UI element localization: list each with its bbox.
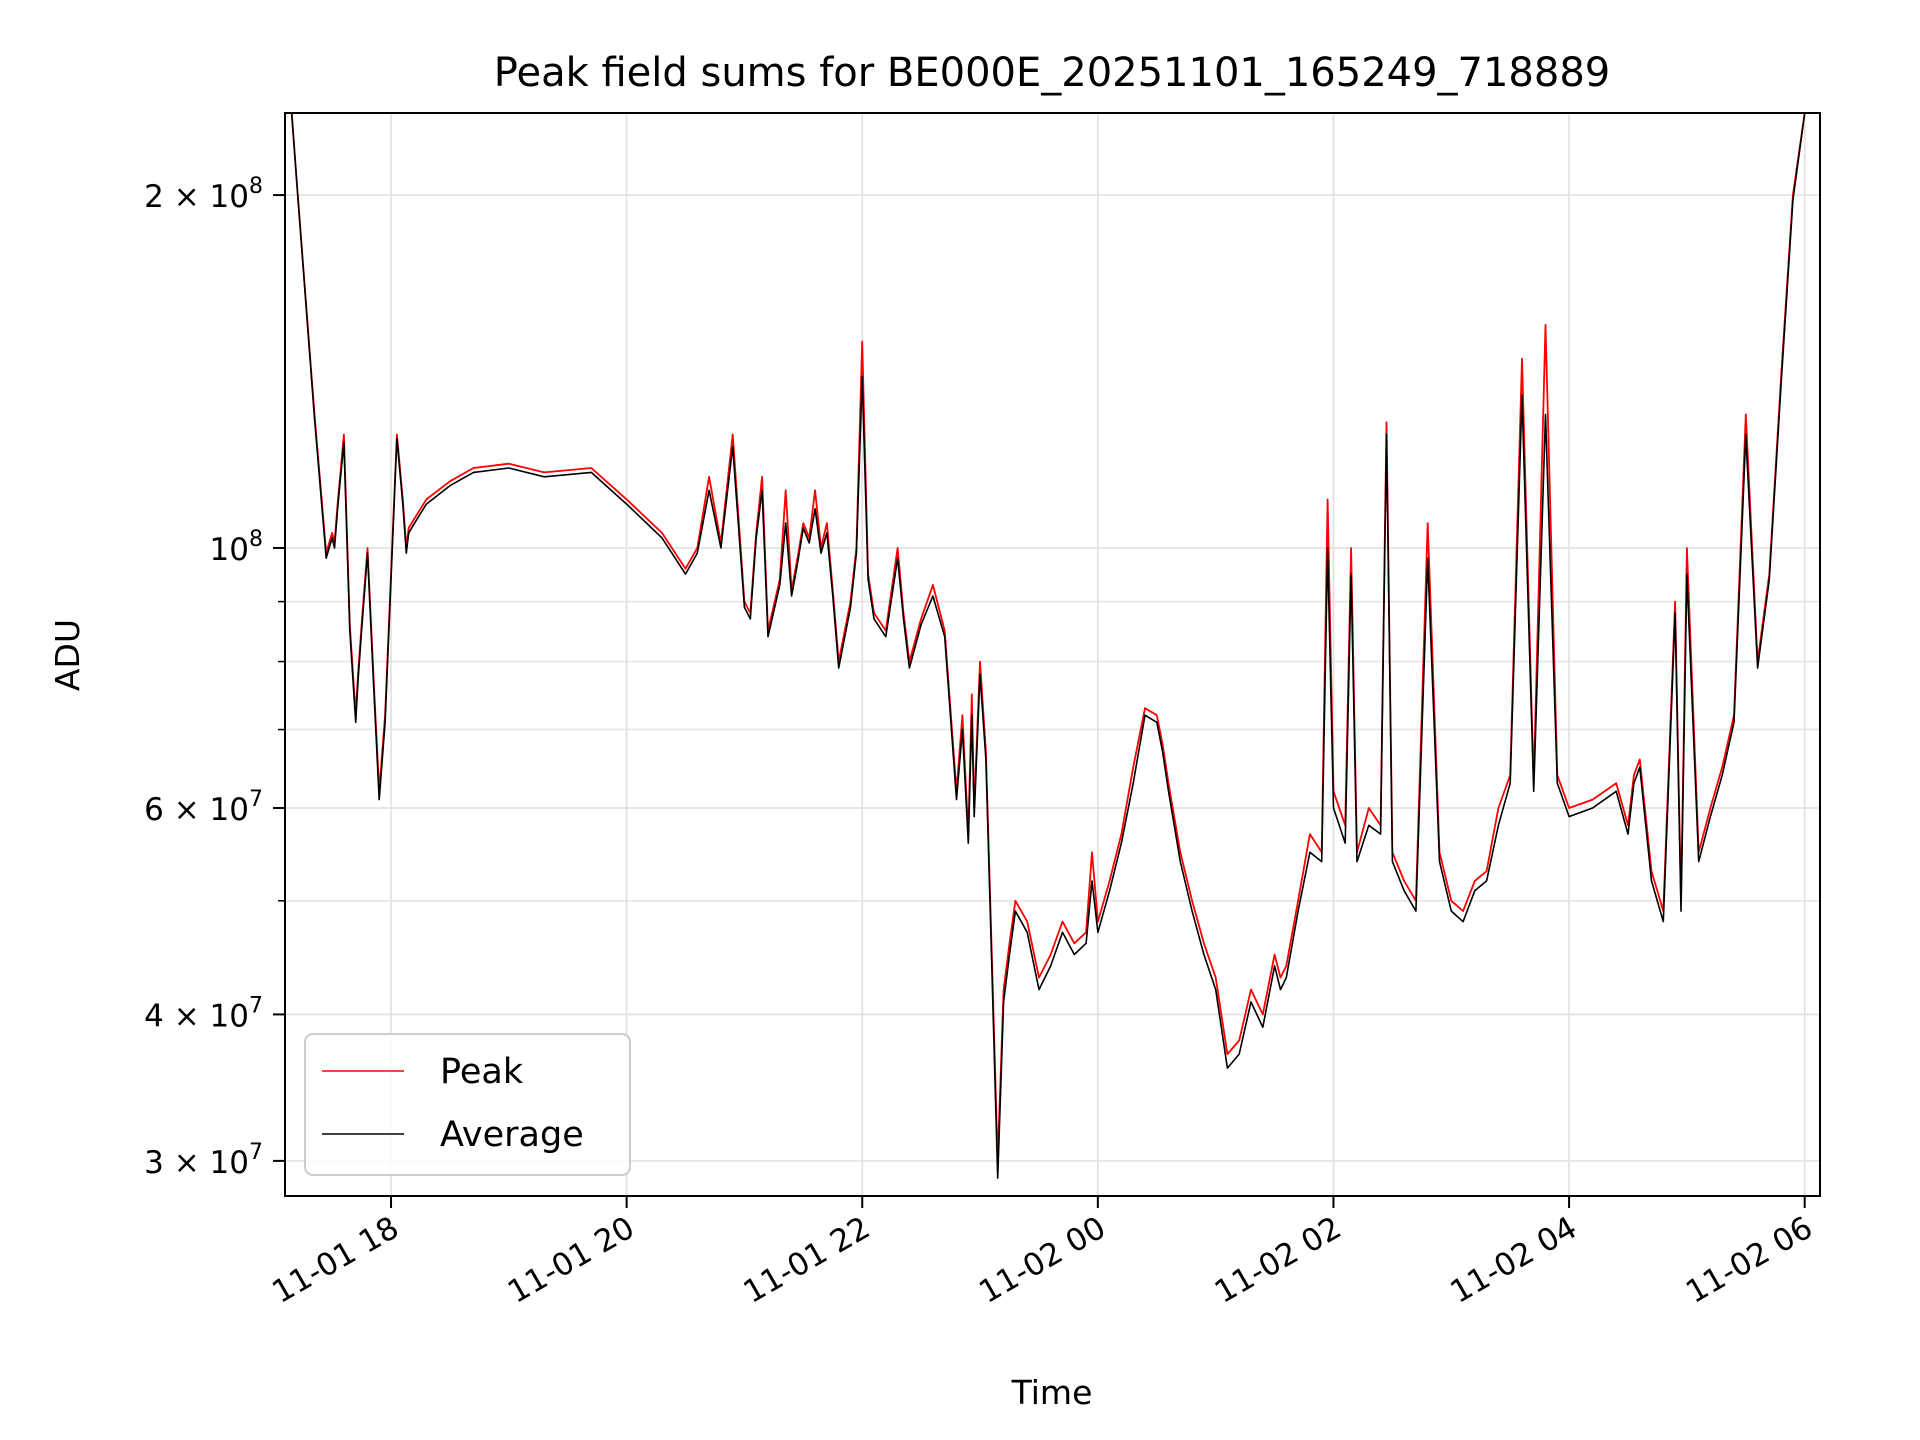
chart-title: Peak field sums for BE000E_20251101_1652… <box>494 50 1610 96</box>
y-tick-label: 2 × 108 <box>144 174 263 215</box>
series-line-average <box>290 113 1806 1179</box>
legend-label-average: Average <box>440 1115 584 1155</box>
plot-background <box>285 113 1820 1196</box>
legend: Peak Average <box>304 1033 631 1176</box>
plot-frame <box>284 112 1821 1197</box>
y-axis-label: ADU <box>48 619 87 691</box>
series-layer <box>290 113 1806 1179</box>
x-axis-label: Time <box>1011 1373 1093 1412</box>
y-tick-label: 4 × 107 <box>144 993 263 1034</box>
legend-label-peak: Peak <box>440 1052 524 1092</box>
y-tick-label: 6 × 107 <box>144 787 263 828</box>
plot-area <box>284 112 1821 1197</box>
y-axis: 3 × 107 4 × 107 6 × 107 108 2 × 108 <box>144 174 285 1181</box>
y-tick-label: 3 × 107 <box>144 1140 263 1181</box>
y-tick-label: 108 <box>210 527 263 568</box>
legend-box <box>304 1033 631 1176</box>
